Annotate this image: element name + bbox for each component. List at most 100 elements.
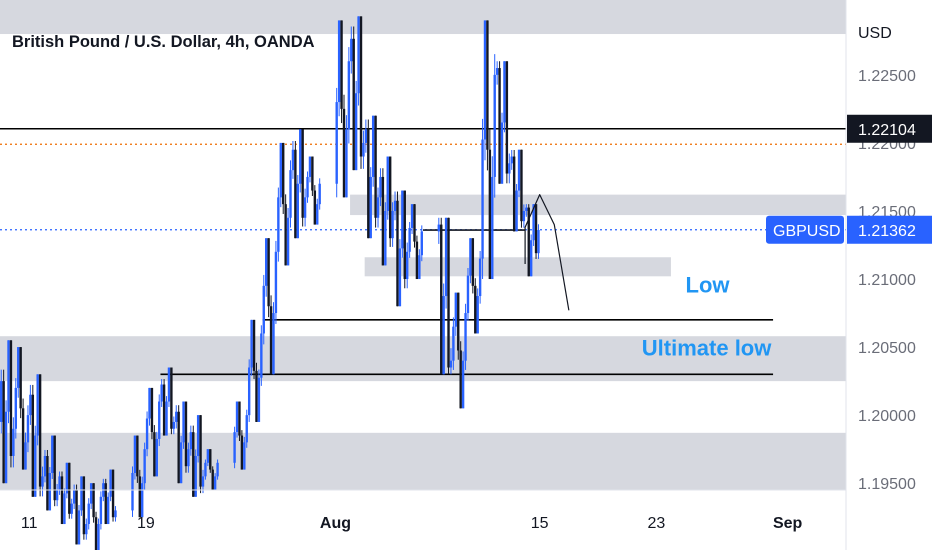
candle-body[interactable]	[209, 449, 212, 470]
candle-body[interactable]	[508, 163, 511, 174]
candle-body[interactable]	[291, 149, 295, 171]
candle-body[interactable]	[89, 483, 93, 504]
candle-body[interactable]	[303, 197, 307, 218]
candle-body[interactable]	[529, 240, 533, 277]
candle-body[interactable]	[357, 16, 360, 94]
candle-body[interactable]	[43, 455, 47, 477]
candle-body[interactable]	[155, 438, 159, 477]
candle-body[interactable]	[264, 238, 268, 286]
candle-body[interactable]	[498, 68, 501, 184]
candle-body[interactable]	[131, 472, 134, 511]
candle-body[interactable]	[187, 449, 190, 467]
candle-body[interactable]	[457, 292, 460, 351]
candle-body[interactable]	[306, 176, 309, 198]
candle-body[interactable]	[70, 503, 73, 514]
candle-body[interactable]	[396, 200, 399, 307]
candle-body[interactable]	[495, 68, 499, 75]
candle-body[interactable]	[337, 20, 341, 103]
candle-body[interactable]	[418, 255, 421, 280]
candle-body[interactable]	[440, 224, 443, 375]
candle-body[interactable]	[289, 170, 292, 218]
candle-body[interactable]	[34, 435, 37, 497]
candle-body[interactable]	[143, 449, 146, 484]
candle-body[interactable]	[138, 476, 141, 518]
candle-body[interactable]	[104, 483, 107, 525]
candle-body[interactable]	[243, 442, 246, 470]
candle-body[interactable]	[308, 156, 312, 177]
candle-body[interactable]	[109, 469, 112, 497]
candle-body[interactable]	[313, 190, 317, 225]
candle-body[interactable]	[491, 176, 494, 280]
candle-body[interactable]	[296, 183, 300, 239]
candle-body[interactable]	[444, 217, 448, 297]
candle-body[interactable]	[201, 476, 205, 487]
candle-body[interactable]	[106, 496, 110, 525]
candle-body[interactable]	[0, 381, 3, 422]
candle-body[interactable]	[284, 204, 287, 266]
candle-body[interactable]	[374, 115, 377, 218]
candle-body[interactable]	[452, 326, 455, 361]
candle-body[interactable]	[240, 435, 244, 470]
candle-body[interactable]	[247, 367, 251, 416]
candle-body[interactable]	[97, 524, 100, 552]
candle-body[interactable]	[401, 190, 404, 249]
candle-body[interactable]	[165, 401, 168, 436]
candle-body[interactable]	[269, 306, 273, 375]
candle-body[interactable]	[391, 210, 394, 239]
candle-body[interactable]	[367, 129, 370, 239]
candle-body[interactable]	[466, 275, 470, 314]
candle-body[interactable]	[233, 432, 236, 463]
candle-body[interactable]	[459, 350, 462, 409]
candle-body[interactable]	[9, 340, 13, 456]
candle-body[interactable]	[262, 285, 265, 334]
candle-body[interactable]	[525, 207, 528, 211]
candle-body[interactable]	[172, 421, 176, 429]
candle-body[interactable]	[51, 435, 54, 473]
candle-body[interactable]	[420, 231, 423, 256]
candle-body[interactable]	[454, 292, 458, 327]
candle-body[interactable]	[196, 415, 200, 456]
candle-body[interactable]	[364, 129, 368, 143]
candle-body[interactable]	[267, 238, 270, 307]
candle-body[interactable]	[517, 149, 521, 191]
candle-body[interactable]	[503, 61, 506, 123]
candle-body[interactable]	[415, 241, 419, 280]
candle-body[interactable]	[510, 156, 513, 164]
candle-body[interactable]	[252, 319, 256, 371]
price-axis[interactable]: 1.195001.200001.205001.210001.215001.220…	[766, 68, 932, 493]
candle-body[interactable]	[347, 61, 351, 130]
candle-body[interactable]	[72, 490, 76, 504]
candle-body[interactable]	[512, 156, 516, 232]
candle-body[interactable]	[216, 462, 219, 477]
candle-body[interactable]	[53, 435, 56, 501]
candles-layer[interactable]	[0, 16, 540, 552]
candle-body[interactable]	[133, 435, 137, 473]
candle-body[interactable]	[26, 415, 30, 443]
candle-body[interactable]	[19, 347, 22, 409]
candle-body[interactable]	[179, 442, 183, 484]
candle-body[interactable]	[403, 190, 406, 280]
candle-body[interactable]	[286, 217, 290, 266]
candle-body[interactable]	[393, 200, 397, 211]
candle-body[interactable]	[192, 432, 195, 497]
candle-body[interactable]	[12, 428, 15, 456]
candle-body[interactable]	[75, 490, 78, 545]
candle-body[interactable]	[58, 476, 61, 490]
candle-body[interactable]	[48, 472, 52, 511]
candle-body[interactable]	[238, 401, 241, 436]
candle-body[interactable]	[354, 93, 358, 171]
candle-body[interactable]	[38, 374, 42, 487]
candle-body[interactable]	[7, 340, 10, 412]
candle-body[interactable]	[21, 408, 25, 470]
candle-body[interactable]	[68, 462, 71, 514]
candle-body[interactable]	[41, 476, 44, 487]
candle-body[interactable]	[345, 129, 348, 198]
candle-body[interactable]	[17, 347, 20, 388]
candle-body[interactable]	[148, 387, 151, 419]
candle-body[interactable]	[260, 333, 263, 378]
candle-body[interactable]	[471, 238, 475, 286]
candle-body[interactable]	[206, 449, 210, 463]
candle-body[interactable]	[189, 432, 193, 450]
candle-body[interactable]	[80, 476, 83, 511]
candle-body[interactable]	[405, 251, 409, 280]
